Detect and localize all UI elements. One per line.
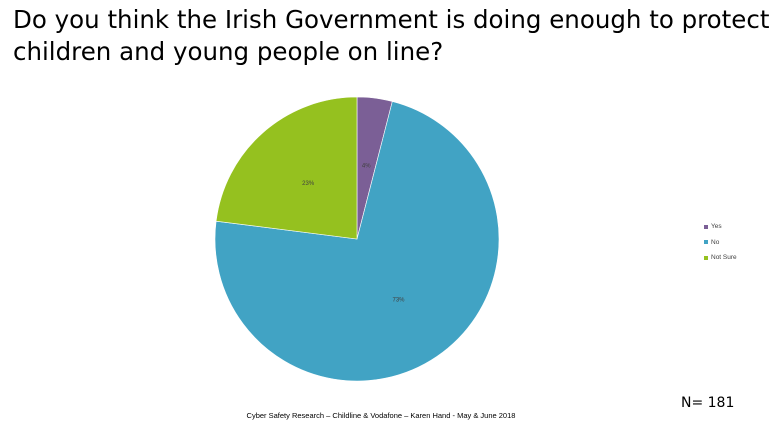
legend-swatch [704,255,708,260]
pie-slice-not-sure [215,96,358,240]
legend-label: Yes [711,223,722,231]
pie-slice-no [214,101,500,382]
footer-credit: Cyber Safety Research – Childline & Voda… [0,411,778,420]
legend-label: No [711,238,720,246]
chart-title: Do you think the Irish Government is doi… [13,5,770,66]
legend-swatch [704,240,708,245]
legend-label: Not Sure [711,254,737,262]
legend-item-not-sure: Not Sure [704,250,737,266]
data-label-yes: 4% [362,163,371,169]
legend-swatch [704,224,708,229]
legend-item-no: No [704,235,737,251]
chart-legend: Yes No Not Sure [704,219,737,266]
legend-item-yes: Yes [704,219,737,235]
data-label-not-sure: 23% [302,181,315,187]
footer-text: Cyber Safety Research – Childline & Voda… [246,411,516,420]
data-label-no: 73% [392,298,405,304]
sample-size-label: N= 181 [681,395,735,411]
